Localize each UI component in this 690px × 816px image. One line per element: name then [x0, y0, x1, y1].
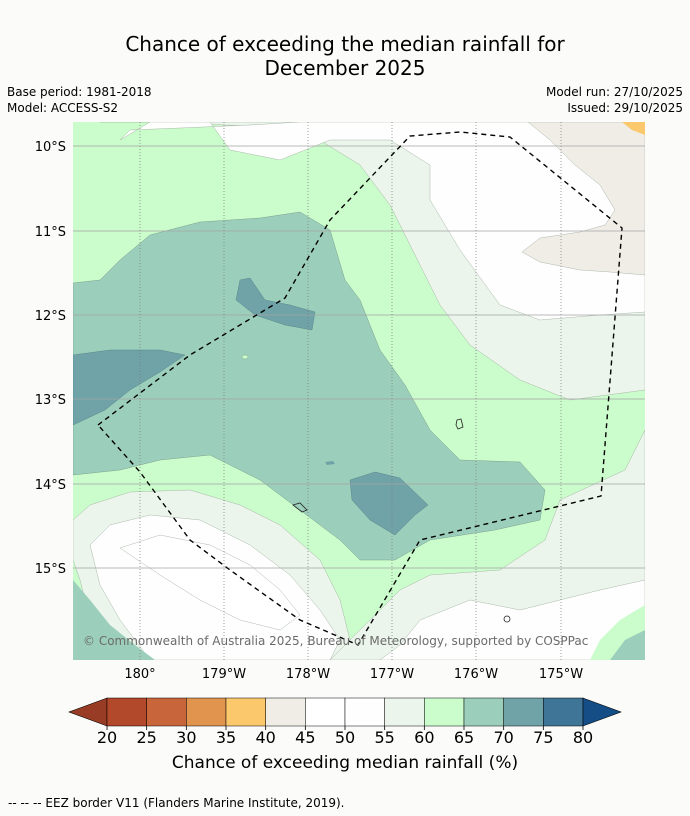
band-65-70-central: [73, 211, 546, 561]
meta-left: Base period: 1981-2018 Model: ACCESS-S2: [7, 84, 152, 116]
colorbar: 20 25 30 35 40 45 50 55 60 65 70 75 80: [68, 697, 622, 747]
band-65-70-southwest: [73, 580, 155, 660]
gridlines: [73, 122, 645, 660]
colorbar-segment: [265, 697, 306, 727]
lat-label-14S: 14°S: [35, 478, 66, 493]
colorbar-label: Chance of exceeding median rainfall (%): [171, 753, 519, 773]
colorbar-tick-label: 50: [335, 728, 355, 747]
colorbar-segment: [503, 697, 544, 727]
eez-border: [96, 131, 623, 646]
lon-label-180: 180°: [124, 667, 155, 682]
chart-title: Chance of exceeding the median rainfall …: [0, 32, 690, 80]
colorbar-segment: [543, 697, 584, 727]
band-40-45-northeast: [521, 122, 645, 276]
lon-label-177W: 177°W: [370, 667, 414, 682]
colorbar-under-arrow: [68, 697, 108, 727]
island-3: [503, 615, 511, 623]
lon-label-179W: 179°W: [202, 667, 246, 682]
lon-label-176W: 176°W: [454, 667, 498, 682]
colorbar-segment: [106, 697, 147, 727]
colorbar-segment: [384, 697, 425, 727]
map-area: © Commonwealth of Australia 2025, Bureau…: [73, 122, 645, 660]
issued-date: Issued: 29/10/2025: [567, 101, 683, 115]
colorbar-tick-label: 40: [255, 728, 275, 747]
lat-label-10S: 10°S: [35, 140, 66, 155]
colorbar-tick-label: 75: [533, 728, 553, 747]
colorbar-tick-label: 20: [97, 728, 117, 747]
band-70-75-north: [235, 277, 316, 331]
colorbar-over-arrow: [582, 697, 622, 727]
model-run: Model run: 27/10/2025: [545, 85, 683, 99]
lat-tick-labels: 10°S 11°S 12°S 13°S 14°S 15°S: [35, 140, 66, 577]
model-name: Model: ACCESS-S2: [7, 101, 119, 115]
colorbar-segment: [146, 697, 187, 727]
band-65-70-southeast: [610, 630, 645, 660]
small-patch: [325, 461, 335, 465]
colorbar-tick-label: 80: [573, 728, 593, 747]
colorbar-tick-label: 25: [136, 728, 156, 747]
colorbar-tick-label: 30: [176, 728, 196, 747]
lat-label-11S: 11°S: [35, 225, 66, 240]
colorbar-segment: [225, 697, 266, 727]
meta-right: Model run: 27/10/2025 Issued: 29/10/2025: [546, 84, 683, 116]
colorbar-segment: [186, 697, 227, 727]
colorbar-tick-label: 55: [374, 728, 394, 747]
colorbar-tick-label: 70: [493, 728, 513, 747]
band-70-75-south: [349, 471, 429, 536]
lat-label-13S: 13°S: [35, 393, 66, 408]
band-70-75-west: [73, 349, 186, 426]
band-50-55-south: [379, 579, 645, 660]
eez-legend: -- -- -- EEZ border V11 (Flanders Marine…: [8, 796, 345, 810]
base-period: Base period: 1981-2018: [7, 85, 152, 99]
colorbar-segment: [463, 697, 504, 727]
band-50-55-north: [119, 122, 645, 321]
attribution-text: © Commonwealth of Australia 2025, Bureau…: [83, 634, 588, 648]
lat-label-15S: 15°S: [35, 562, 66, 577]
colorbar-tick-label: 35: [216, 728, 236, 747]
colorbar-tick-label: 65: [454, 728, 474, 747]
band-35-40-corner: [622, 122, 645, 135]
colorbar-segment: [344, 697, 385, 727]
lon-label-175W: 175°W: [539, 667, 583, 682]
island-1: [455, 418, 464, 430]
island-2: [292, 502, 308, 513]
title-line-1: Chance of exceeding the median rainfall …: [125, 32, 565, 56]
title-line-2: December 2025: [264, 56, 426, 80]
colorbar-tick-label: 45: [295, 728, 315, 747]
colorbar-segment: [424, 697, 465, 727]
lon-tick-labels: 180° 179°W 178°W 177°W 176°W 175°W: [124, 667, 583, 682]
lat-label-12S: 12°S: [35, 309, 66, 324]
colorbar-tick-label: 60: [414, 728, 434, 747]
island-4: [241, 354, 249, 360]
colorbar-segment: [305, 697, 346, 727]
lon-label-178W: 178°W: [286, 667, 330, 682]
